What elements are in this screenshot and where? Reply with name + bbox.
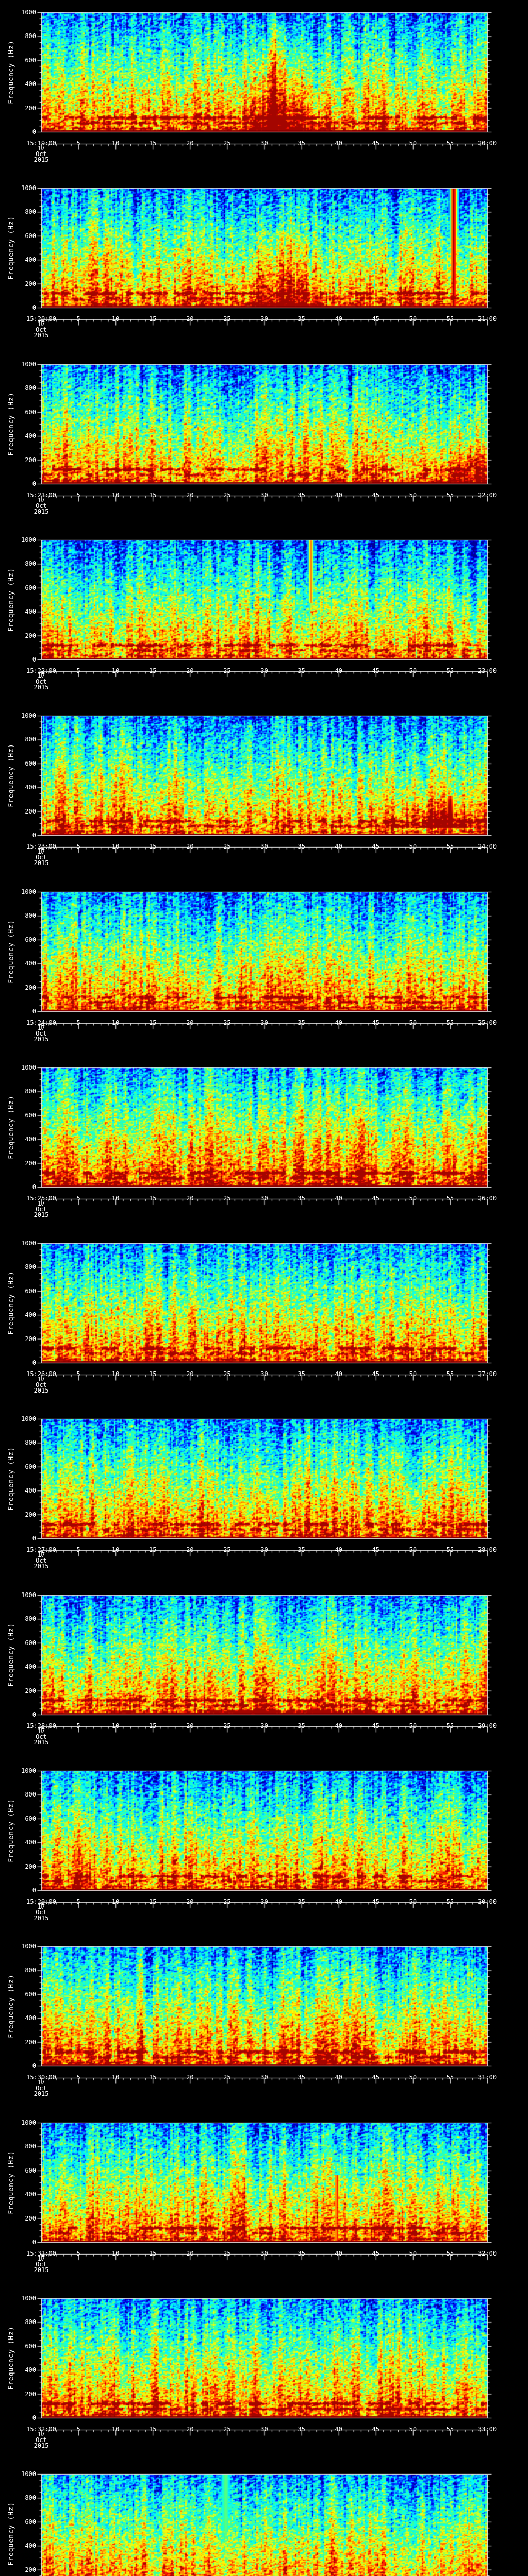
spectrogram-canvas-15-32-00 xyxy=(0,2286,528,2462)
spectrogram-canvas-15-33-00 xyxy=(0,2462,528,2576)
spectrogram-canvas-15-20-00 xyxy=(0,176,528,352)
spectrogram-canvas-15-31-00 xyxy=(0,2110,528,2286)
spectrogram-canvas-15-24-00 xyxy=(0,879,528,1056)
spectrogram-canvas-15-27-00 xyxy=(0,1406,528,1583)
spectrogram-canvas-15-30-00 xyxy=(0,1934,528,2110)
spectrogram-canvas-15-25-00 xyxy=(0,1055,528,1231)
spectrogram-canvas-15-28-00 xyxy=(0,1583,528,1759)
spectrogram-canvas-15-21-00 xyxy=(0,352,528,528)
spectrogram-canvas-15-23-00 xyxy=(0,703,528,879)
spectrogram-canvas-15-26-00 xyxy=(0,1231,528,1407)
spectrogram-canvas-15-29-00 xyxy=(0,1758,528,1935)
spectrogram-canvas-15-19-00 xyxy=(0,0,528,176)
spectrogram-canvas-15-22-00 xyxy=(0,528,528,704)
